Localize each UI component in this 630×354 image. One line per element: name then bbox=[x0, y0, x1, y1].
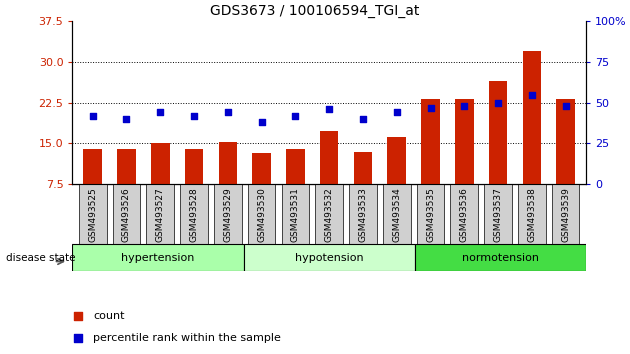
Point bbox=[358, 116, 368, 122]
Bar bbox=[146, 184, 174, 244]
Point bbox=[72, 314, 83, 319]
Bar bbox=[248, 184, 275, 244]
Bar bbox=[113, 184, 140, 244]
Text: count: count bbox=[93, 311, 125, 321]
Point bbox=[392, 110, 402, 115]
Text: GSM493536: GSM493536 bbox=[460, 187, 469, 242]
Bar bbox=[316, 184, 343, 244]
Text: GSM493525: GSM493525 bbox=[88, 187, 97, 241]
Bar bbox=[455, 99, 474, 184]
Text: GDS3673 / 100106594_TGI_at: GDS3673 / 100106594_TGI_at bbox=[210, 4, 420, 18]
Bar bbox=[489, 81, 507, 184]
Bar bbox=[180, 184, 208, 244]
Bar bbox=[244, 244, 415, 271]
Point bbox=[459, 103, 469, 109]
Text: GSM493537: GSM493537 bbox=[493, 187, 503, 242]
Text: GSM493535: GSM493535 bbox=[426, 187, 435, 242]
Text: hypotension: hypotension bbox=[295, 252, 364, 263]
Text: GSM493529: GSM493529 bbox=[224, 187, 232, 241]
Point bbox=[527, 92, 537, 97]
Bar bbox=[320, 131, 338, 184]
Point bbox=[561, 103, 571, 109]
Point bbox=[256, 119, 266, 125]
Text: GSM493526: GSM493526 bbox=[122, 187, 131, 241]
Bar bbox=[522, 51, 541, 184]
Point bbox=[122, 116, 132, 122]
Bar bbox=[484, 184, 512, 244]
Point bbox=[72, 335, 83, 341]
Text: normotension: normotension bbox=[462, 252, 539, 263]
Bar bbox=[416, 184, 444, 244]
Bar bbox=[185, 149, 203, 184]
Point bbox=[493, 100, 503, 105]
Bar bbox=[117, 149, 136, 184]
Text: GSM493531: GSM493531 bbox=[291, 187, 300, 242]
Bar bbox=[219, 142, 237, 184]
Bar bbox=[349, 184, 377, 244]
Bar bbox=[450, 184, 478, 244]
Bar bbox=[383, 184, 411, 244]
Bar bbox=[214, 184, 242, 244]
Point bbox=[425, 105, 435, 110]
Point bbox=[155, 110, 165, 115]
Point bbox=[88, 113, 98, 119]
Text: hypertension: hypertension bbox=[122, 252, 195, 263]
Text: GSM493533: GSM493533 bbox=[358, 187, 367, 242]
Text: GSM493532: GSM493532 bbox=[324, 187, 334, 241]
Point bbox=[223, 110, 233, 115]
Bar bbox=[72, 244, 244, 271]
Text: GSM493527: GSM493527 bbox=[156, 187, 165, 241]
Point bbox=[324, 106, 334, 112]
Point bbox=[189, 113, 199, 119]
Bar bbox=[518, 184, 546, 244]
Bar bbox=[151, 143, 169, 184]
Text: GSM493539: GSM493539 bbox=[561, 187, 570, 242]
Text: GSM493538: GSM493538 bbox=[527, 187, 536, 242]
Text: disease state: disease state bbox=[6, 252, 76, 263]
Text: GSM493534: GSM493534 bbox=[392, 187, 401, 241]
Point bbox=[290, 113, 301, 119]
Bar bbox=[83, 149, 102, 184]
Text: GSM493530: GSM493530 bbox=[257, 187, 266, 242]
Bar bbox=[552, 184, 580, 244]
Bar bbox=[556, 99, 575, 184]
Bar bbox=[286, 149, 305, 184]
Bar bbox=[282, 184, 309, 244]
Bar bbox=[415, 244, 586, 271]
Bar bbox=[353, 152, 372, 184]
Bar bbox=[253, 153, 271, 184]
Bar bbox=[421, 99, 440, 184]
Bar bbox=[387, 137, 406, 184]
Text: GSM493528: GSM493528 bbox=[190, 187, 198, 241]
Text: percentile rank within the sample: percentile rank within the sample bbox=[93, 332, 281, 343]
Bar bbox=[79, 184, 106, 244]
